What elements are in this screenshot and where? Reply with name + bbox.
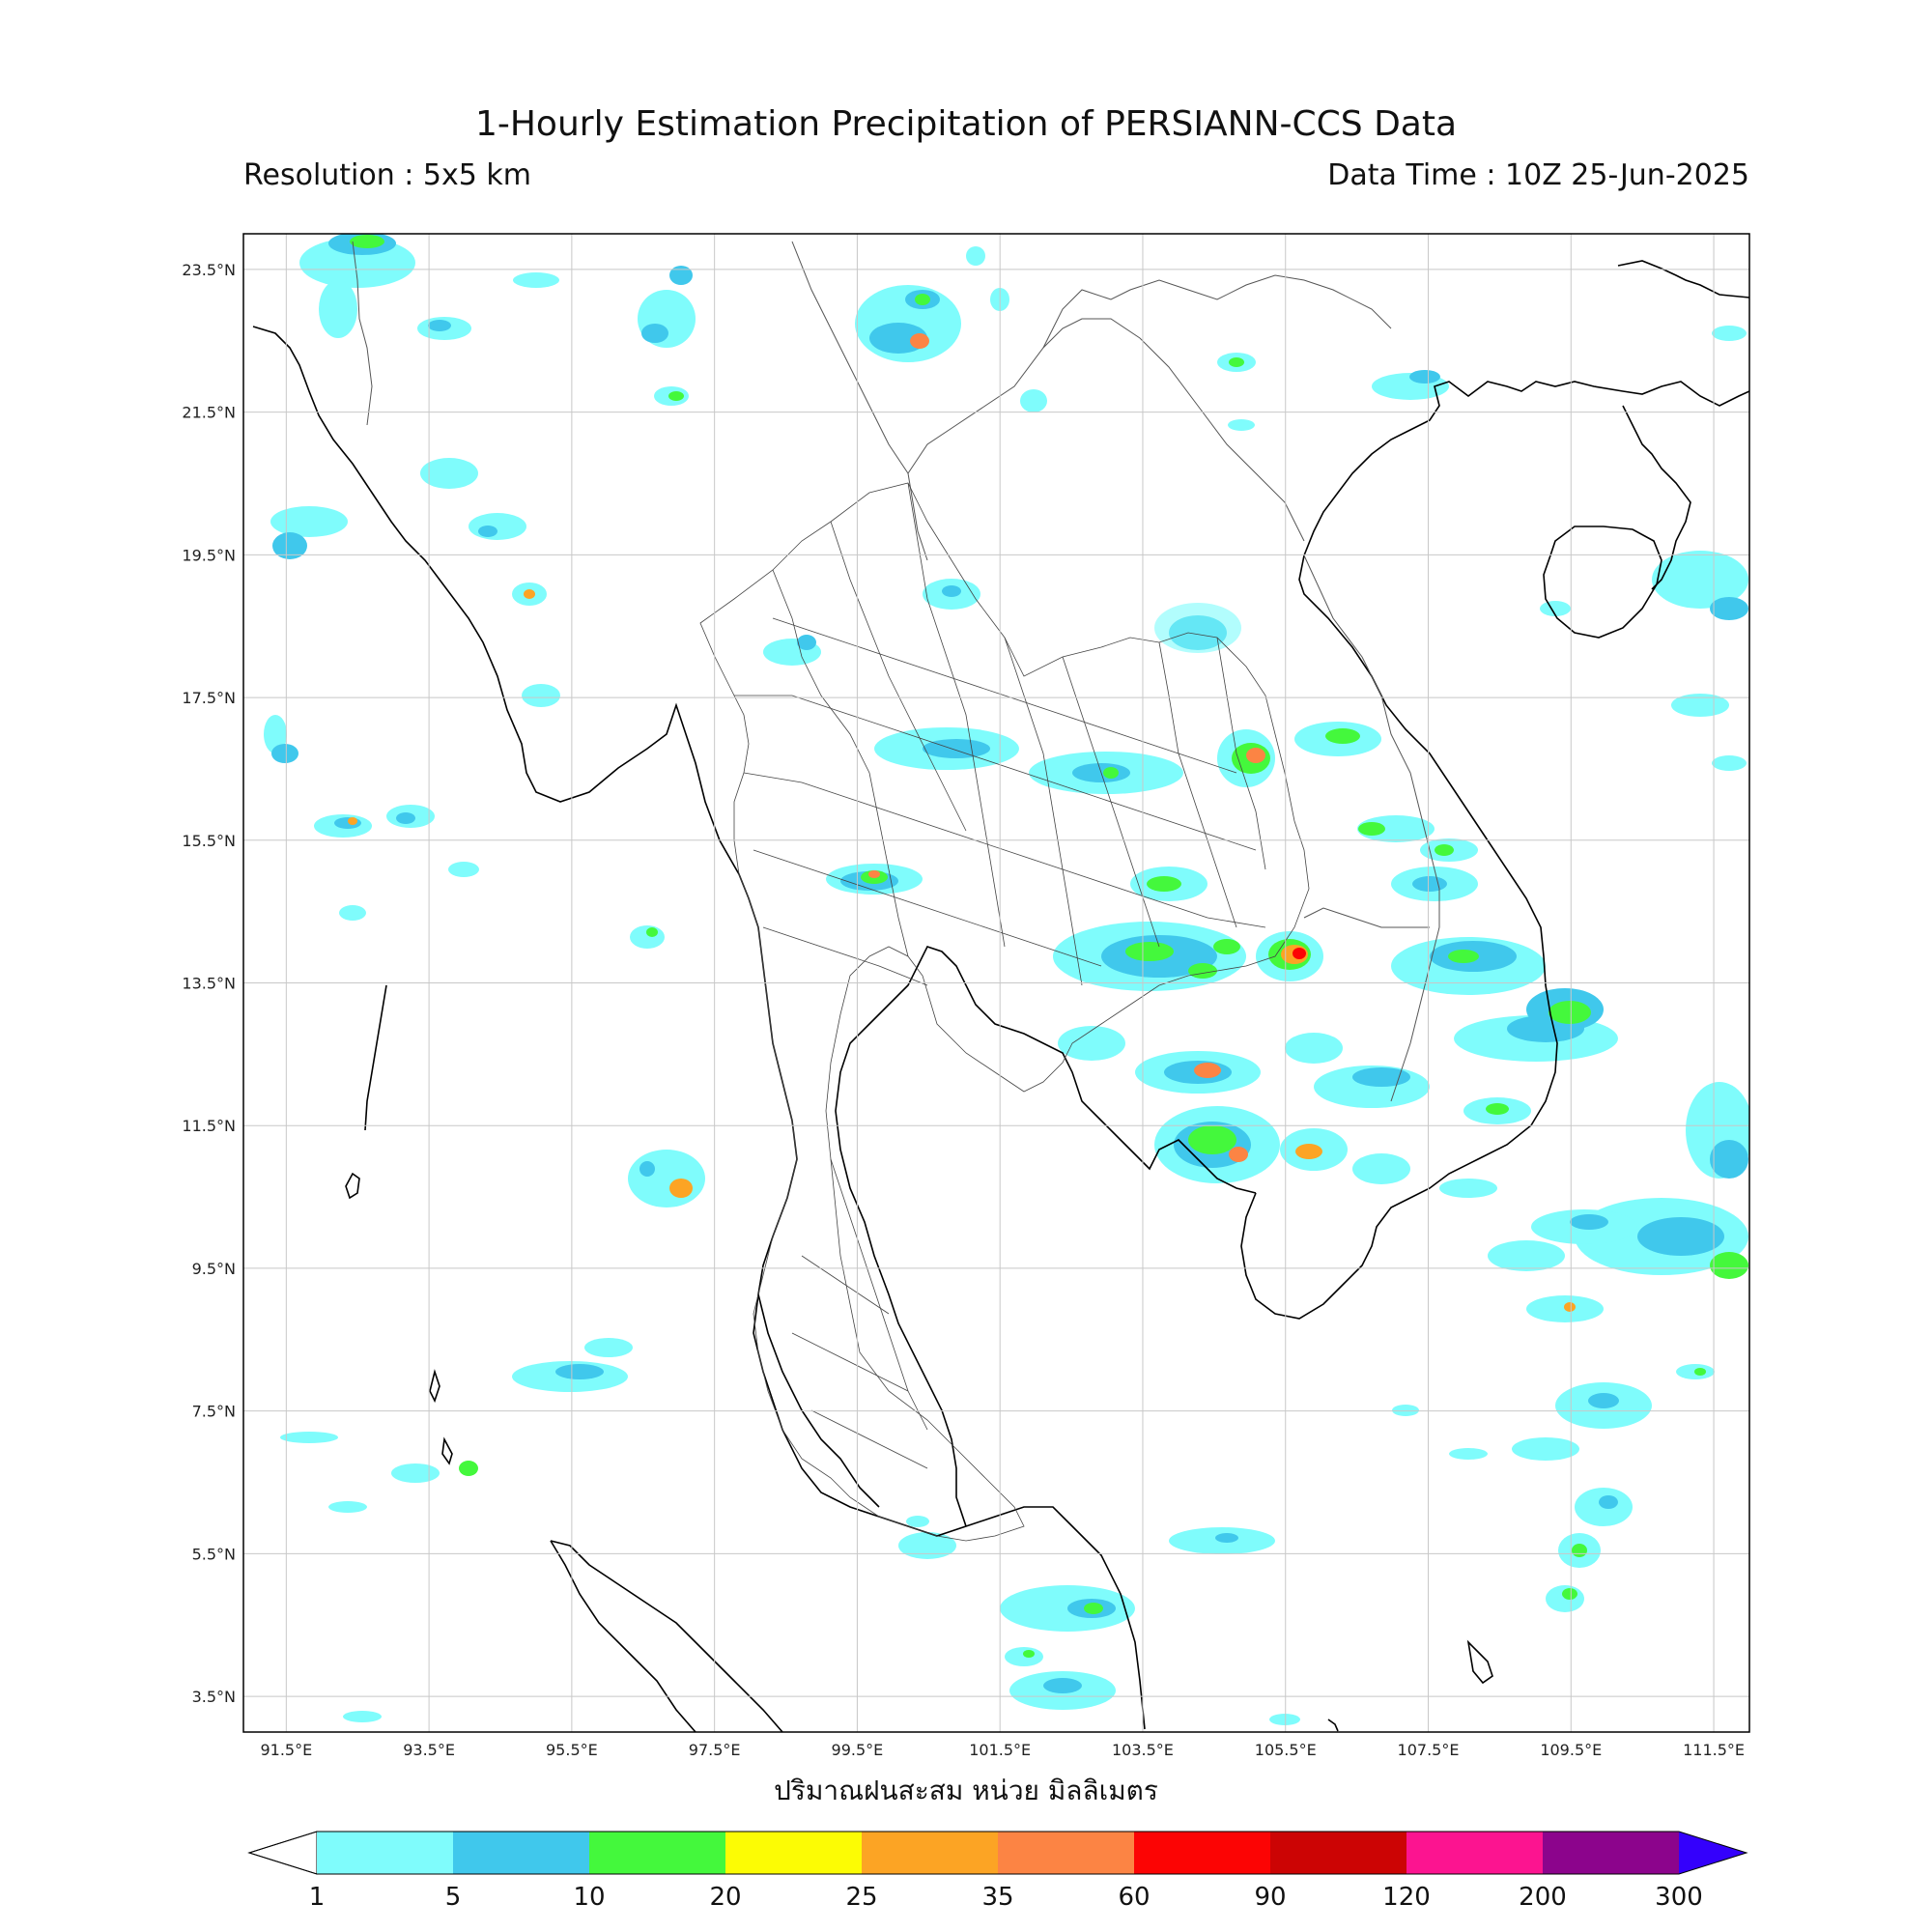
lon-tick-label: 107.5°E bbox=[1398, 1741, 1460, 1759]
colorbar-tick-label: 300 bbox=[1655, 1883, 1703, 1912]
colorbar-outline bbox=[247, 1831, 1748, 1875]
lon-tick-label: 91.5°E bbox=[260, 1741, 312, 1759]
lat-tick-label: 19.5°N bbox=[182, 546, 236, 564]
lat-tick-label: 11.5°N bbox=[182, 1117, 236, 1135]
lat-tick-label: 17.5°N bbox=[182, 689, 236, 707]
colorbar-tick-label: 5 bbox=[445, 1883, 462, 1912]
chart-title: 1-Hourly Estimation Precipitation of PER… bbox=[474, 104, 1458, 144]
lat-tick-label: 5.5°N bbox=[192, 1545, 236, 1563]
lat-tick-label: 9.5°N bbox=[192, 1260, 236, 1278]
colorbar-segment bbox=[725, 1832, 863, 1874]
lon-tick-label: 101.5°E bbox=[969, 1741, 1031, 1759]
longitude-labels: 91.5°E 93.5°E 95.5°E 97.5°E 99.5°E 101.5°E 103… bbox=[260, 1741, 1745, 1759]
colorbar-tick-label: 20 bbox=[709, 1883, 741, 1912]
country-borders bbox=[352, 241, 1440, 1102]
colorbar-over-arrow bbox=[1679, 1832, 1747, 1874]
lon-tick-label: 97.5°E bbox=[689, 1741, 741, 1759]
lon-tick-label: 105.5°E bbox=[1255, 1741, 1317, 1759]
colorbar-tick-label: 60 bbox=[1118, 1883, 1150, 1912]
colorbar-segment bbox=[589, 1832, 726, 1874]
lon-tick-label: 103.5°E bbox=[1112, 1741, 1174, 1759]
lat-tick-label: 23.5°N bbox=[182, 261, 236, 279]
colorbar-tick-label: 35 bbox=[981, 1883, 1013, 1912]
colorbar-segment bbox=[1270, 1832, 1407, 1874]
colorbar-segment bbox=[1406, 1832, 1544, 1874]
lon-tick-label: 109.5°E bbox=[1540, 1741, 1602, 1759]
latitude-labels: 23.5°N 21.5°N 19.5°N 17.5°N 15.5°N 13.5°N 11.5… bbox=[182, 261, 236, 1706]
colorbar-under-arrow bbox=[247, 1831, 318, 1875]
lon-tick-label: 99.5°E bbox=[832, 1741, 884, 1759]
colorbar-tick-label: 10 bbox=[573, 1883, 605, 1912]
lat-tick-label: 7.5°N bbox=[192, 1403, 236, 1421]
colorbar-tick-label: 200 bbox=[1519, 1883, 1567, 1912]
colorbar-segment bbox=[998, 1832, 1135, 1874]
colorbar-segment bbox=[453, 1832, 590, 1874]
resolution-label: Resolution : 5x5 km bbox=[243, 158, 531, 192]
gridlines bbox=[243, 234, 1749, 1732]
lat-tick-label: 15.5°N bbox=[182, 832, 236, 850]
colorbar-tick-label: 25 bbox=[845, 1883, 877, 1912]
colorbar-tick-label: 1 bbox=[309, 1883, 326, 1912]
colorbar-tick-label: 120 bbox=[1382, 1883, 1431, 1912]
colorbar-tick-label: 90 bbox=[1254, 1883, 1286, 1912]
lat-tick-label: 3.5°N bbox=[192, 1688, 236, 1706]
data-time-label: Data Time : 10Z 25-Jun-2025 bbox=[1327, 158, 1749, 192]
colorbar-segment bbox=[1543, 1832, 1680, 1874]
plot-frame bbox=[242, 233, 1750, 1733]
lon-tick-label: 111.5°E bbox=[1683, 1741, 1745, 1759]
precipitation-layer bbox=[264, 234, 1749, 1725]
colorbar: 1 5 10 20 25 35 60 90 120 200 300 bbox=[247, 1831, 1748, 1912]
colorbar-segment bbox=[317, 1832, 454, 1874]
lat-tick-label: 21.5°N bbox=[182, 404, 236, 422]
coastlines bbox=[252, 260, 1749, 1732]
lon-tick-label: 93.5°E bbox=[403, 1741, 455, 1759]
colorbar-segment bbox=[1134, 1832, 1271, 1874]
thailand-provinces bbox=[699, 482, 1310, 1542]
lon-tick-label: 95.5°E bbox=[546, 1741, 598, 1759]
colorbar-segment bbox=[862, 1832, 999, 1874]
lat-tick-label: 13.5°N bbox=[182, 975, 236, 993]
x-axis-label: ปริมาณฝนสะสม หน่วย มิลลิเมตร bbox=[774, 1775, 1158, 1806]
